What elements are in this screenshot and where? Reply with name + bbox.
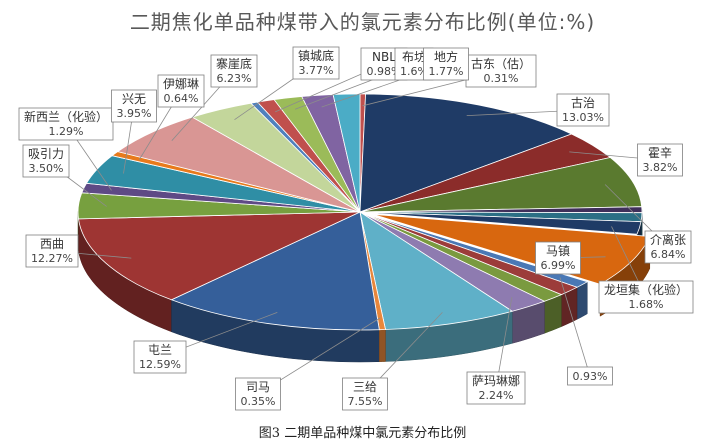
- chart-title: 二期焦化单品种煤带入的氯元素分布比例(单位:%): [129, 10, 596, 34]
- slice-label-value-15: 12.27%: [31, 252, 73, 265]
- slice-label-value-3: 6.84%: [651, 248, 686, 261]
- slice-label-17: 新西兰（化验）1.29%: [18, 107, 114, 141]
- pie-slice-12: [359, 211, 514, 330]
- slice-label-24: 布坊1.6%: [394, 47, 434, 81]
- leader-line-8: [559, 277, 591, 377]
- slice-label-box-20: [210, 54, 258, 88]
- slice-label-box-0: [465, 54, 537, 88]
- slice-side-13: [379, 329, 386, 362]
- slice-label-value-19: 0.64%: [164, 92, 199, 105]
- slice-label-value-25: 1.77%: [429, 65, 464, 78]
- slice-label-name-0: 古东（估）: [471, 56, 531, 71]
- slice-label-name-11: 萨玛琳娜: [472, 374, 520, 388]
- slice-label-box-15: [25, 234, 79, 268]
- slice-label-box-1: [556, 93, 610, 127]
- slice-label-name-7: 马镇: [546, 244, 570, 258]
- slice-label-value-11: 2.24%: [479, 389, 514, 402]
- slice-label-value-0: 0.31%: [484, 72, 519, 85]
- pie-depth: [77, 209, 651, 363]
- slice-label-12: 三给7.55%: [342, 377, 388, 411]
- slice-label-value-16: 3.50%: [29, 162, 64, 175]
- slice-label-box-17: [18, 107, 114, 141]
- figure-caption: 图3 二期单品种煤中氯元素分布比例: [258, 426, 467, 441]
- slice-label-value-21: 3.77%: [299, 64, 334, 77]
- slice-label-7: 马镇6.99%: [535, 241, 581, 275]
- slice-label-box-3: [644, 230, 692, 264]
- slice-label-value-17: 1.29%: [49, 125, 84, 138]
- slice-label-value-7: 6.99%: [541, 259, 576, 272]
- slice-label-value-2: 3.82%: [643, 161, 678, 174]
- pie-slice-14: [170, 211, 380, 331]
- slice-label-box-25: [423, 47, 469, 81]
- slice-label-name-13: 司马: [246, 380, 270, 394]
- pie-top: [77, 93, 651, 331]
- slice-label-box-19: [157, 74, 205, 108]
- slice-label-box-11: [466, 371, 526, 405]
- slice-label-value-14: 12.59%: [139, 358, 181, 371]
- slice-label-name-23: NBL: [372, 50, 396, 64]
- slice-label-13: 司马0.35%: [235, 377, 281, 411]
- slice-label-2: 霍辛3.82%: [637, 143, 683, 177]
- slice-label-value-24: 1.6%: [400, 65, 428, 78]
- slice-label-name-16: 吸引力: [28, 147, 64, 161]
- slice-label-name-18: 兴无: [122, 92, 146, 106]
- slice-label-name-14: 屯兰: [148, 343, 172, 357]
- slice-label-name-25: 地方: [434, 49, 458, 64]
- pie-slice-3: [359, 157, 643, 213]
- slice-label-box-2: [637, 143, 683, 177]
- slice-label-25: 地方1.77%: [423, 47, 469, 81]
- slice-label-box-8: [567, 366, 613, 386]
- pie-slice-6: [359, 211, 642, 235]
- slice-label-box-21: [292, 46, 340, 80]
- slice-label-name-1: 古治: [571, 95, 595, 110]
- slice-label-name-20: 寨崖底: [216, 56, 252, 71]
- slice-label-box-16: [22, 144, 70, 178]
- slice-label-value-8: 0.93%: [573, 370, 608, 383]
- slice-label-6: 龙垣集（化验）1.68%: [598, 280, 694, 314]
- slice-label-name-19: 伊娜琳: [163, 77, 199, 91]
- slice-label-value-12: 7.55%: [348, 395, 383, 408]
- slice-label-box-12: [342, 377, 388, 411]
- pie-slice-15: [78, 211, 361, 301]
- slice-label-name-3: 介离张: [650, 232, 686, 247]
- slice-label-name-6: 龙垣集（化验）: [604, 282, 688, 297]
- slice-label-box-7: [535, 241, 581, 275]
- slice-label-value-1: 13.03%: [562, 111, 604, 124]
- slice-label-name-2: 霍辛: [648, 146, 672, 160]
- slice-label-value-13: 0.35%: [241, 395, 276, 408]
- slice-label-name-15: 西曲: [40, 237, 64, 251]
- slice-label-0: 古东（估）0.31%: [465, 54, 537, 88]
- slice-label-8: 0.93%: [567, 366, 613, 386]
- pie-slice-1: [359, 93, 573, 213]
- slice-label-value-20: 6.23%: [217, 72, 252, 85]
- slice-label-box-14: [133, 340, 187, 374]
- slice-label-value-18: 3.95%: [117, 107, 152, 120]
- slice-label-name-24: 布坊: [402, 49, 426, 64]
- slice-label-value-6: 1.68%: [629, 298, 664, 311]
- slice-label-name-21: 镇城底: [298, 48, 334, 63]
- slice-label-box-6: [598, 280, 694, 314]
- slice-label-name-17: 新西兰（化验）: [24, 109, 108, 124]
- slice-label-name-12: 三给: [353, 380, 377, 394]
- slice-label-value-23: 0.98%: [367, 65, 402, 78]
- slice-side-8: [576, 281, 588, 320]
- slice-label-box-13: [235, 377, 281, 411]
- slice-label-18: 兴无3.95%: [111, 89, 157, 123]
- slice-label-box-18: [111, 89, 157, 123]
